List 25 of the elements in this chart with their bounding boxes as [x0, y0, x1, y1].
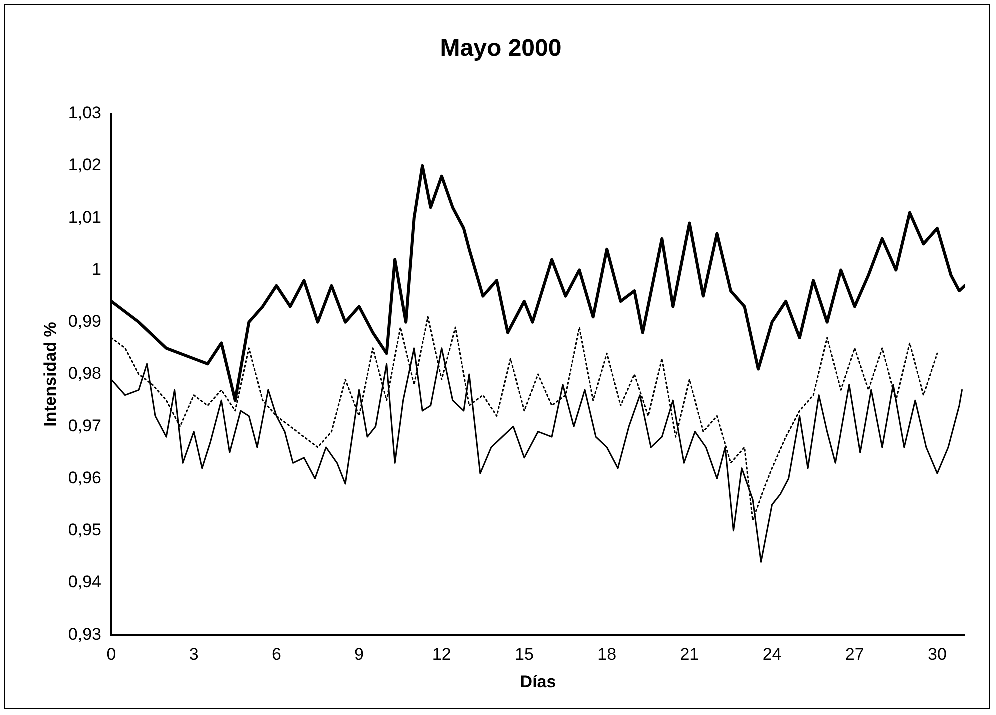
- y-tick-label: 0,99: [68, 312, 102, 332]
- x-tick-label: 24: [762, 645, 782, 664]
- x-tick-label: 18: [598, 645, 617, 664]
- x-tick-label: 9: [354, 645, 364, 664]
- x-axis-title: Días: [520, 672, 556, 692]
- y-tick-label: 0,94: [68, 572, 102, 592]
- y-tick-label: 1,01: [68, 208, 102, 227]
- y-tick-label: 0,97: [68, 416, 102, 436]
- x-tick-label: 27: [845, 645, 864, 664]
- x-tick-label: 30: [928, 645, 947, 664]
- x-tick-label: 12: [432, 645, 452, 664]
- y-tick-label: 1,02: [68, 156, 102, 175]
- chart-title: Mayo 2000: [440, 35, 562, 62]
- y-axis-title: Intensidad %: [40, 322, 60, 427]
- x-tick-label: 15: [515, 645, 534, 664]
- x-tick-label: 21: [680, 645, 700, 664]
- y-tick-label: 1: [92, 260, 102, 279]
- y-tick-label: 0,93: [68, 624, 102, 644]
- x-tick-label: 3: [189, 645, 199, 664]
- y-tick-label: 0,96: [68, 468, 102, 488]
- y-tick-label: 1,03: [68, 103, 102, 122]
- y-tick-label: 0,98: [68, 364, 102, 384]
- x-tick-label: 0: [106, 645, 116, 664]
- y-tick-label: 0,95: [68, 520, 102, 540]
- x-tick-label: 6: [272, 645, 282, 664]
